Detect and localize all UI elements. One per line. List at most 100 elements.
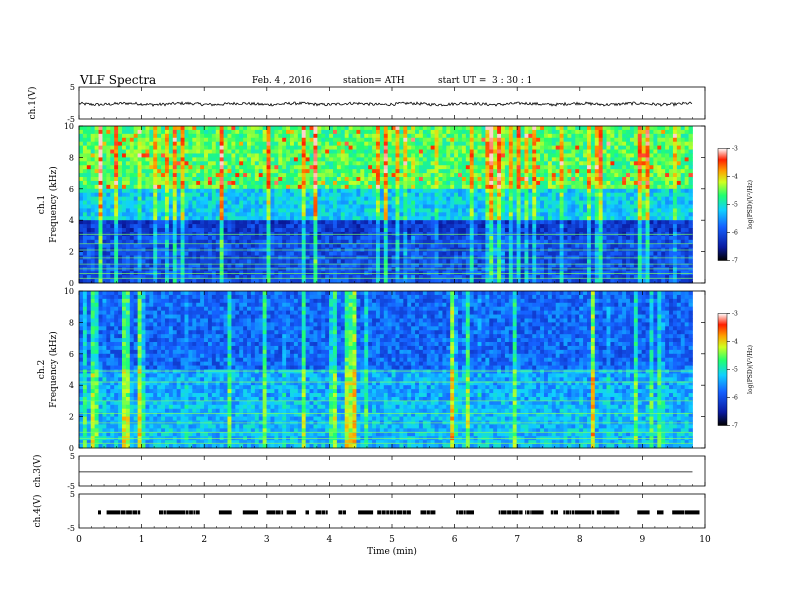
x-axis-tick-label: 3 [264,535,270,545]
x-axis-tick-label: 5 [389,535,395,545]
ch4-pulse [286,510,296,515]
ch4-pulse [159,510,164,515]
ch1-spectrogram-colorbar-tick-label: -5 [732,202,738,209]
ch2-spectrogram-ytick-label: 8 [69,318,74,327]
ch4-pulse [281,510,284,515]
ch4-pulse [394,510,397,515]
ch4-pulse [569,510,572,515]
x-axis-tick-label: 0 [76,535,82,545]
ch1-spectrogram-ytick-label: 4 [69,216,74,225]
ch4-pulse [601,510,615,515]
x-axis-tick-label: 2 [201,535,207,545]
x-axis-tick-label: 4 [327,535,333,545]
x-axis-tick-label: 9 [640,535,646,545]
ch2-spectrogram-colorbar-tick-label: -4 [732,339,738,346]
ch4-pulse [615,510,620,515]
ch2-spectrogram-colorbar-tick-label: -3 [732,311,738,318]
ch4-pulse [511,510,519,515]
ch4-pulse [637,510,650,515]
ch1-spectrogram-colorbar-tick-label: -7 [732,258,738,265]
ch4-pulse [275,510,281,515]
ch4-pulse [529,510,531,515]
ch4-pulse [338,510,343,515]
ch2-spectrogram-ytick-label: 0 [69,444,74,453]
ch4-pulse [342,510,346,515]
ch1-spectrogram-ylabel-channel: ch.1 [37,195,47,214]
ch4-ylabel: ch.4(V) [32,495,43,528]
ch1-spectrogram-ytick-label: 2 [69,248,74,257]
ch4-pulse [396,510,403,515]
ch4-pulse [571,510,575,515]
ch4-pulse [358,510,374,515]
ch4-pulse [456,510,459,515]
ch4-pulse [458,510,464,515]
ch2-spectrogram-ytick-label: 10 [64,287,74,296]
ch1-spectrogram-colorbar-tick-label: -6 [732,230,738,237]
ch1-ytick-label: 5 [70,83,75,92]
ch4-pulse [563,510,566,515]
ch4-pulse [526,510,530,515]
x-axis-tick-label: 6 [452,535,458,545]
ch2-spectrogram-colorbar [717,313,728,426]
start-ut-label: start UT = [438,76,487,86]
ch4-pulse [550,510,553,515]
ch4-pulse [406,510,411,515]
ch4-pulse [672,510,685,515]
ch3-ytick-label: -5 [67,482,75,491]
ch4-pulse [98,510,101,515]
ch1-spectrogram-pixels [79,126,693,284]
ch4-pulse [185,510,189,515]
ch4-pulse [403,510,406,515]
ch1-spectrogram-ytick-label: 6 [69,185,74,194]
ch4-pulse [381,510,386,515]
ch4-pulse [242,510,258,515]
ch1-spectrogram-ytick-label: 0 [69,279,74,288]
ch2-spectrogram-colorbar-label: log(PSD)(V²/Hz) [747,345,754,394]
ch3-plot-frame [78,455,706,487]
ch4-pulse [166,510,186,515]
ch4-pulse [574,510,592,515]
ch4-pulse [386,510,390,515]
ch4-pulse [463,510,466,515]
ch4-pulse [193,510,196,515]
x-axis-label: Time (min) [367,546,417,557]
ch4-pulse [377,510,382,515]
ch2-spectrogram-ylabel-frequency: Frequency (kHz) [48,331,59,408]
ch4-pulse [657,510,664,515]
ch2-spectrogram-ytick-label: 6 [69,350,74,359]
ch4-pulse [507,510,511,515]
ch4-pulse [553,510,558,515]
ch1-spectrogram-colorbar-tick-label: -3 [732,146,738,153]
ch1-spectrogram-ytick-label: 10 [64,122,74,131]
date-label: Feb. 4 , 2016 [252,76,312,86]
x-axis-tick-label: 8 [577,535,583,545]
ch4-pulse [126,510,132,515]
ch4-pulse [196,510,200,515]
ch4-pulse [106,510,121,515]
ch2-spectrogram-colorbar-tick-label: -5 [732,367,738,374]
ch4-pulse [163,510,166,515]
ch1-ytick-label: -5 [67,115,75,124]
ch2-spectrogram-pixels [79,291,693,449]
ch4-pulse [531,510,544,515]
x-axis-tick-label: 1 [139,535,145,545]
ch2-spectrogram-ylabel-channel: ch.2 [37,360,47,379]
ch4-pulse [325,510,328,515]
ch1-spectrogram-ylabel-frequency: Frequency (kHz) [48,166,59,243]
ch4-pulse [426,510,430,515]
ch4-pulse [321,510,326,515]
ch4-pulse [218,510,232,515]
ch4-pulse [466,510,474,515]
ch4-pulse [565,510,570,515]
ch2-spectrogram-colorbar-tick-label: -6 [732,395,738,402]
ch4-pulse [390,510,394,515]
ch4-pulse [315,510,322,515]
ch4-pulse [501,510,507,515]
ch2-spectrogram-ytick-label: 2 [69,413,74,422]
x-axis-tick-label: 10 [699,535,711,545]
x-axis-tick-label: 7 [514,535,520,545]
ch4-pulse [305,510,309,515]
ch4-pulse [430,510,436,515]
ch4-ytick-label: -5 [67,524,75,533]
